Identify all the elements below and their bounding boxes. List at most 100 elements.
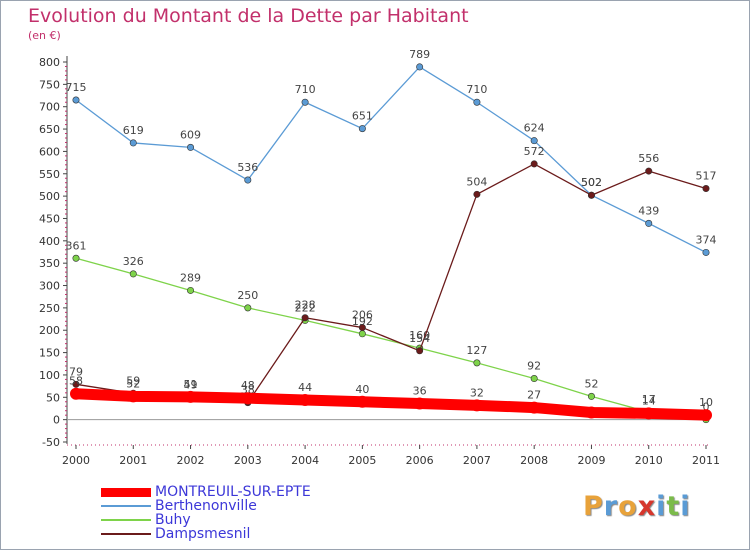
legend-swatch	[101, 505, 151, 507]
data-point	[587, 191, 595, 199]
y-tick-label: 450	[39, 212, 60, 225]
x-tick-label: 2011	[692, 454, 720, 467]
data-point	[244, 176, 252, 184]
y-tick-label: 550	[39, 168, 60, 181]
data-label: 222	[295, 301, 316, 314]
data-label: 0	[703, 401, 710, 414]
y-tick-label: 200	[39, 324, 60, 337]
data-point	[587, 392, 595, 400]
data-point	[416, 347, 424, 355]
data-label: 27	[527, 389, 541, 402]
logo-letter: o	[618, 491, 638, 522]
data-label: 52	[126, 377, 140, 390]
y-tick-label: 800	[39, 56, 60, 69]
logo-letter: P	[583, 491, 604, 522]
proxiti-logo: Proxiti	[583, 491, 691, 522]
data-point	[356, 395, 369, 408]
data-label: 619	[123, 124, 144, 137]
logo-letter: i	[680, 491, 691, 522]
series-line	[75, 66, 707, 254]
axes: -500501001502002503003504004505005506006…	[39, 56, 720, 467]
x-tick-label: 2002	[177, 454, 205, 467]
data-point	[528, 401, 541, 414]
legend-label: Buhy	[155, 512, 191, 528]
x-tick-label: 2009	[577, 454, 605, 467]
y-tick-label: -50	[42, 436, 60, 449]
y-tick-label: 100	[39, 369, 60, 382]
data-label: 14	[642, 394, 656, 407]
legend-swatch	[101, 519, 151, 521]
series-montreuil-sur-epte: 58 52 51 48 44 40 36 32 27 14 10	[69, 375, 713, 422]
data-point	[702, 185, 710, 193]
data-label: 32	[470, 386, 484, 399]
data-point	[645, 167, 653, 175]
data-point	[72, 380, 80, 388]
data-label: 326	[123, 255, 144, 268]
y-tick-label: 700	[39, 101, 60, 114]
logo-letter: r	[603, 491, 619, 522]
data-label: 517	[696, 170, 717, 183]
data-label: 40	[355, 383, 369, 396]
series-line	[75, 163, 707, 404]
legend-label: Berthenonville	[155, 498, 257, 514]
series-berthenonville: 715 619 609 536 710 651 789 710 624 502 439 374	[66, 48, 717, 256]
data-label: 44	[298, 381, 312, 394]
x-tick-label: 2004	[291, 454, 319, 467]
x-tick-label: 2000	[62, 454, 90, 467]
data-label: 572	[524, 145, 545, 158]
y-tick-label: 500	[39, 190, 60, 203]
data-point	[127, 390, 140, 403]
data-label: 160	[409, 329, 430, 342]
y-tick-label: 350	[39, 257, 60, 270]
data-label: 59	[126, 374, 140, 387]
data-point	[470, 399, 483, 412]
data-point	[187, 143, 195, 151]
legend-swatch	[101, 533, 151, 535]
data-point	[700, 409, 712, 422]
logo-letter: x	[637, 491, 657, 522]
data-point	[530, 375, 538, 383]
x-tick-label: 2008	[520, 454, 548, 467]
data-label: 710	[466, 83, 487, 96]
data-label: 502	[581, 176, 602, 189]
data-point	[530, 137, 538, 145]
data-label: 710	[295, 83, 316, 96]
legend-swatch	[101, 488, 151, 497]
data-point	[299, 393, 312, 406]
data-label: 36	[413, 385, 427, 398]
series-line	[70, 388, 712, 421]
y-tick-label: 650	[39, 123, 60, 136]
y-tick-label: 0	[53, 414, 60, 427]
data-point	[413, 397, 426, 410]
data-label: 624	[524, 122, 545, 135]
data-label: 79	[69, 365, 83, 378]
x-tick-label: 2010	[635, 454, 663, 467]
data-point	[187, 286, 195, 294]
data-label: 228	[295, 299, 316, 312]
y-tick-label: 600	[39, 145, 60, 158]
data-label: 154	[409, 332, 430, 345]
x-tick-label: 2003	[234, 454, 262, 467]
data-point	[530, 160, 538, 168]
series-line	[75, 257, 707, 421]
series-buhy: 361 326 289 250 222 192 160 127 92 52 17 0	[66, 239, 710, 424]
data-label: 206	[352, 309, 373, 322]
y-tick-label: 400	[39, 235, 60, 248]
data-point	[473, 98, 481, 106]
x-tick-label: 2006	[406, 454, 434, 467]
data-point	[473, 190, 481, 198]
data-label: 58	[69, 375, 83, 388]
y-tick-label: 750	[39, 78, 60, 91]
y-tick-label: 250	[39, 302, 60, 315]
data-label: 556	[638, 152, 659, 165]
data-label: 52	[584, 377, 598, 390]
legend-label: MONTREUIL-SUR-EPTE	[155, 484, 311, 500]
data-label: 374	[696, 233, 717, 246]
data-point	[642, 407, 655, 420]
data-label: 48	[241, 379, 255, 392]
data-point	[70, 387, 82, 400]
data-point	[129, 270, 137, 278]
data-label: 250	[237, 289, 258, 302]
